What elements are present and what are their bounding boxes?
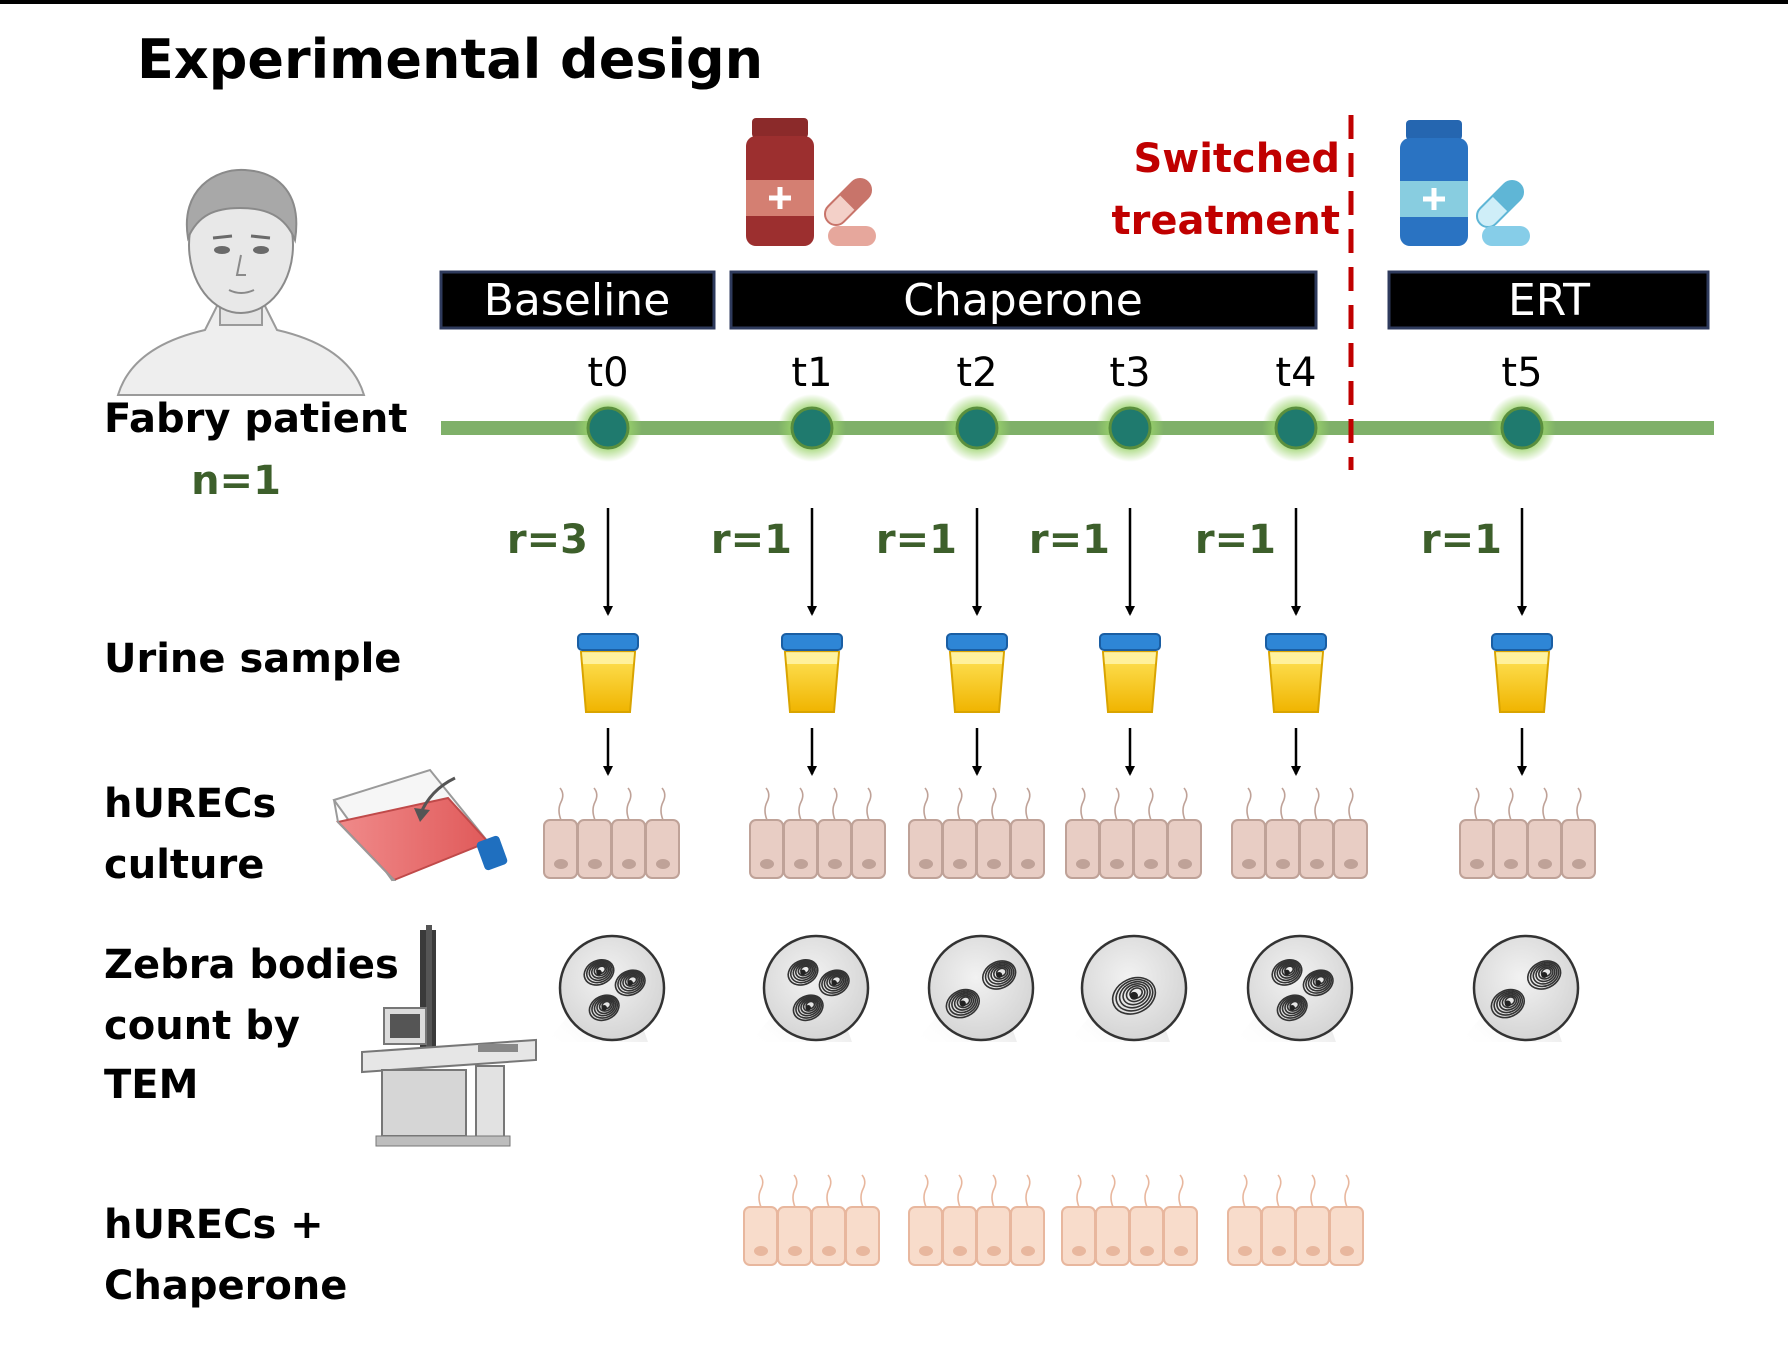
zebra-body-icon [787,958,819,986]
urine-cup-icon [1265,633,1327,713]
timepoint-label: t5 [1501,350,1542,396]
timeline-line [441,421,1714,435]
zebra-body-icon [1111,976,1157,1015]
row-label-zebra-2: count by [104,1003,300,1049]
zebra-body-icon [583,958,615,986]
zebra-body-icon [982,960,1017,990]
zebra-body-icon [588,994,620,1022]
timepoint-label: t2 [956,350,997,396]
timepoint-column-t5: t5 r=1 [1421,350,1596,1042]
electron-microscope-icon [361,925,537,1147]
phase-chaperone-label: Chaperone [903,275,1143,326]
switch-label-line-1: Switched [1133,136,1340,182]
culture-flask-icon [332,768,508,882]
timepoint-column-t3: t3 r=1 [1029,350,1202,1266]
epithelial-cells-chaperone-icon [1061,1174,1198,1266]
row-label-zebra-1: Zebra bodies [104,942,399,988]
epithelial-cells-icon [908,787,1045,879]
tem-view-t3 [1068,934,1188,1042]
epithelial-cells-icon [749,787,886,879]
row-label-hurecs-chaperone-2: Chaperone [104,1263,347,1309]
phase-ert-label: ERT [1508,275,1590,326]
row-label-zebra-3: TEM [104,1062,198,1108]
phase-baseline-label: Baseline [484,275,671,326]
timepoint-node [1500,406,1544,450]
tem-view-t1 [750,934,870,1042]
replicates-label: r=3 [507,517,588,563]
patient-label: Fabry patient [104,396,408,442]
epithelial-cells-icon [543,787,680,879]
timepoint-node [1108,406,1152,450]
urine-cup-icon [1491,633,1553,713]
epithelial-cells-chaperone-icon [743,1174,880,1266]
timepoint-columns: t0 r=3 t1 r=1 t2 r=1 t3 r=1 t4 r=1 t5 r=1 [507,350,1596,1266]
medicine-bottle-red-icon [746,118,876,246]
timepoint-column-t2: t2 r=1 [876,350,1045,1266]
row-label-hurecs-2: culture [104,842,264,888]
zebra-body-icon [614,969,646,997]
replicates-label: r=1 [711,517,792,563]
urine-cup-icon [577,633,639,713]
timepoint-label: t1 [791,350,832,396]
zebra-body-icon [1302,969,1334,997]
epithelial-cells-chaperone-icon [908,1174,1045,1266]
medicine-bottle-blue-icon [1400,120,1530,246]
zebra-body-icon [818,969,850,997]
row-label-hurecs-chaperone-1: hURECs + [104,1202,324,1248]
epithelial-cells-icon [1459,787,1596,879]
urine-cup-icon [1099,633,1161,713]
phase-chaperone: Chaperone [729,270,1318,330]
zebra-body-icon [1276,994,1308,1022]
person-bust-icon [116,168,366,396]
phase-baseline: Baseline [439,270,716,330]
timepoint-column-t0: t0 r=3 [507,350,680,1042]
timepoint-node [790,406,834,450]
row-label-hurecs-1: hURECs [104,781,276,827]
urine-cup-icon [781,633,843,713]
urine-cup-icon [946,633,1008,713]
row-label-urine: Urine sample [104,636,401,682]
patient-n: n=1 [191,458,281,504]
tem-view-t4 [1234,934,1354,1042]
zebra-body-icon [792,994,824,1022]
epithelial-cells-icon [1065,787,1202,879]
timepoint-node [955,406,999,450]
timepoint-column-t1: t1 r=1 [711,350,886,1266]
replicates-label: r=1 [1421,517,1502,563]
timepoint-label: t4 [1275,350,1316,396]
replicates-label: r=1 [1029,517,1110,563]
tem-view-t2 [915,934,1035,1042]
switch-label-line-2: treatment [1112,198,1341,244]
tem-view-t5 [1460,934,1580,1042]
epithelial-cells-icon [1231,787,1368,879]
timepoint-label: t3 [1109,350,1150,396]
zebra-body-icon [945,988,980,1019]
timepoint-node [1274,406,1318,450]
zebra-body-icon [1271,958,1303,986]
timepoint-column-t4: t4 r=1 [1195,350,1368,1266]
replicates-label: r=1 [1195,517,1276,563]
diagram-title: Experimental design [137,28,763,91]
phase-ert: ERT [1387,270,1710,330]
timepoint-node [586,406,630,450]
zebra-body-icon [1490,988,1525,1019]
timepoint-label: t0 [587,350,628,396]
zebra-body-icon [1527,960,1562,990]
tem-view-t0 [546,934,666,1042]
top-border [0,0,1788,4]
epithelial-cells-chaperone-icon [1227,1174,1364,1266]
replicates-label: r=1 [876,517,957,563]
